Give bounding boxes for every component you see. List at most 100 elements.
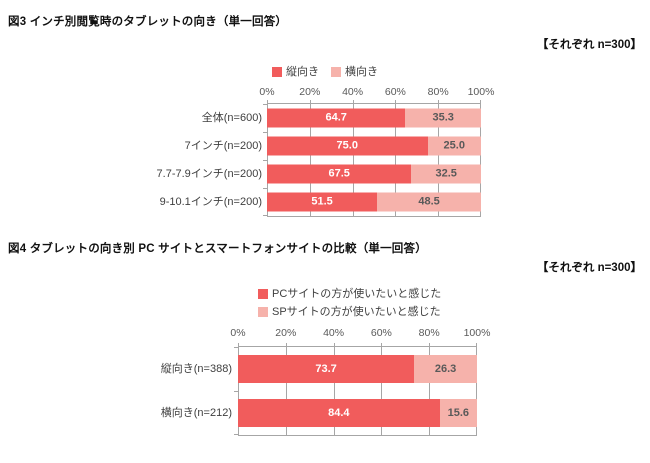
legend-series-name: 縦向き — [286, 66, 319, 78]
x-tick-label: 80% — [418, 327, 440, 339]
bar-value-label: 75.0 — [336, 139, 358, 152]
gridline — [267, 104, 268, 216]
legend-swatch-icon — [258, 289, 268, 299]
bar-value-label: 25.0 — [443, 139, 465, 152]
legend-swatch-icon — [331, 67, 341, 77]
x-tick-label: 20% — [299, 86, 321, 98]
figure-3-x-axis-labels: 0% 20% 40% 60% 80% 100% — [259, 86, 494, 98]
gridline — [238, 347, 239, 435]
bar-value-label: 15.6 — [447, 406, 470, 419]
category-axis-tick — [263, 160, 267, 161]
gridline — [309, 104, 311, 216]
figure-4-plot-area: 73.7 26.3 84.4 15.6 — [234, 343, 477, 436]
category-label: 縦向き(n=388) — [160, 363, 232, 375]
x-tick-label: 80% — [427, 86, 449, 98]
category-label: 9-10.1インチ(n=200) — [159, 196, 262, 208]
figure-3-plot-area: 64.7 35.3 75.0 25.0 67.5 32.5 51.5 48.5 — [263, 100, 481, 217]
value-axis-tick — [480, 100, 481, 104]
figure-3-title: 図3 インチ別閲覧時のタブレットの向き（単一回答） — [8, 16, 288, 28]
value-axis-tick — [309, 100, 311, 104]
bar-value-label: 51.5 — [311, 195, 333, 208]
bar-segment-series-0: 84.4 — [238, 399, 440, 427]
gridline — [381, 347, 383, 435]
figure-3-legend: 縦向き 横向き — [160, 66, 490, 78]
legend-series-name: 横向き — [345, 66, 378, 78]
figure-4-category-labels: 縦向き(n=388) 横向き(n=212) — [60, 346, 232, 434]
bar-value-label: 26.3 — [434, 362, 457, 375]
x-tick-label: 60% — [370, 327, 392, 339]
x-tick-label: 0% — [230, 327, 246, 339]
bar-segment-series-1: 25.0 — [427, 136, 481, 156]
category-axis-tick — [263, 104, 267, 105]
gridline — [333, 347, 335, 435]
x-tick-label: 20% — [275, 327, 297, 339]
legend-swatch-icon — [258, 307, 268, 317]
value-axis-tick — [352, 100, 354, 104]
bar-row: 51.5 48.5 — [267, 188, 481, 216]
category-axis-tick — [234, 434, 238, 435]
category-label: 7.7-7.9インチ(n=200) — [156, 168, 262, 180]
figure-3-category-labels: 全体(n=600) 7インチ(n=200) 7.7-7.9インチ(n=200) 9-1… — [60, 103, 262, 215]
figure-4-note: 【それぞれ n=300】 — [536, 262, 642, 274]
bar-value-label: 73.7 — [315, 362, 337, 375]
bar-row: 64.7 35.3 — [267, 104, 481, 132]
bar-segment-series-0: 75.0 — [267, 136, 428, 156]
bar-row: 84.4 15.6 — [238, 391, 477, 435]
value-axis-tick — [238, 343, 239, 347]
gridline — [352, 104, 354, 216]
category-axis-tick — [234, 347, 238, 348]
bar-row: 75.0 25.0 — [267, 132, 481, 160]
legend-item: 横向き — [331, 66, 378, 78]
value-axis-tick — [438, 100, 440, 104]
bar-segment-series-1: 35.3 — [405, 108, 481, 128]
legend-item: 縦向き — [272, 66, 319, 78]
x-tick-label: 100% — [467, 86, 495, 98]
bar-row: 67.5 32.5 — [267, 160, 481, 188]
category-axis-tick — [263, 188, 267, 189]
legend-item: PCサイトの方が使いたいと感じた — [258, 288, 441, 300]
value-axis-tick — [476, 343, 477, 347]
figure-4-title: 図4 タブレットの向き別 PC サイトとスマートフォンサイトの比較（単一回答） — [8, 243, 427, 255]
bar-segment-series-1: 48.5 — [377, 192, 481, 212]
value-axis-tick — [395, 100, 397, 104]
bar-segment-series-1: 32.5 — [411, 164, 481, 184]
value-axis-tick — [429, 343, 431, 347]
category-axis-tick — [263, 132, 267, 133]
category-label: 7インチ(n=200) — [184, 140, 262, 152]
bar-row: 73.7 26.3 — [238, 347, 477, 391]
gridline — [438, 104, 440, 216]
gridline — [480, 104, 481, 216]
x-tick-label: 60% — [384, 86, 406, 98]
value-axis-tick — [333, 343, 335, 347]
gridline — [429, 347, 431, 435]
bar-value-label: 64.7 — [325, 111, 347, 124]
value-axis-tick — [285, 343, 287, 347]
bar-value-label: 48.5 — [418, 195, 440, 208]
figure-4-x-axis-labels: 0% 20% 40% 60% 80% 100% — [230, 327, 490, 339]
bar-value-label: 67.5 — [328, 167, 350, 180]
bar-segment-series-1: 26.3 — [414, 355, 477, 383]
x-tick-label: 40% — [323, 327, 345, 339]
figure-3-note: 【それぞれ n=300】 — [536, 39, 642, 51]
legend-series-name: PCサイトの方が使いたいと感じた — [272, 288, 442, 300]
gridline — [476, 347, 477, 435]
figure-4-legend: PCサイトの方が使いたいと感じた SPサイトの方が使いたいと感じた — [258, 288, 441, 318]
gridline — [285, 347, 287, 435]
category-label: 横向き(n=212) — [160, 407, 232, 419]
x-tick-label: 0% — [259, 86, 275, 98]
value-axis-tick — [381, 343, 383, 347]
bar-segment-series-0: 64.7 — [267, 108, 406, 128]
bar-value-label: 84.4 — [328, 406, 350, 419]
bar-value-label: 35.3 — [432, 111, 454, 124]
x-tick-label: 40% — [342, 86, 364, 98]
bar-segment-series-1: 15.6 — [439, 399, 477, 427]
gridline — [395, 104, 397, 216]
legend-item: SPサイトの方が使いたいと感じた — [258, 306, 441, 318]
legend-series-name: SPサイトの方が使いたいと感じた — [272, 306, 441, 318]
bar-segment-series-0: 73.7 — [238, 355, 415, 383]
bar-segment-series-0: 67.5 — [267, 164, 412, 184]
legend-swatch-icon — [272, 67, 282, 77]
category-axis-tick — [234, 391, 238, 392]
x-tick-label: 100% — [463, 327, 491, 339]
